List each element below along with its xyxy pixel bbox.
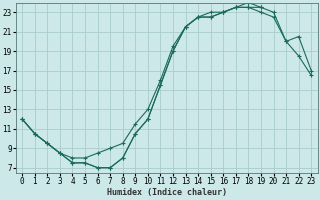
X-axis label: Humidex (Indice chaleur): Humidex (Indice chaleur) <box>107 188 227 197</box>
